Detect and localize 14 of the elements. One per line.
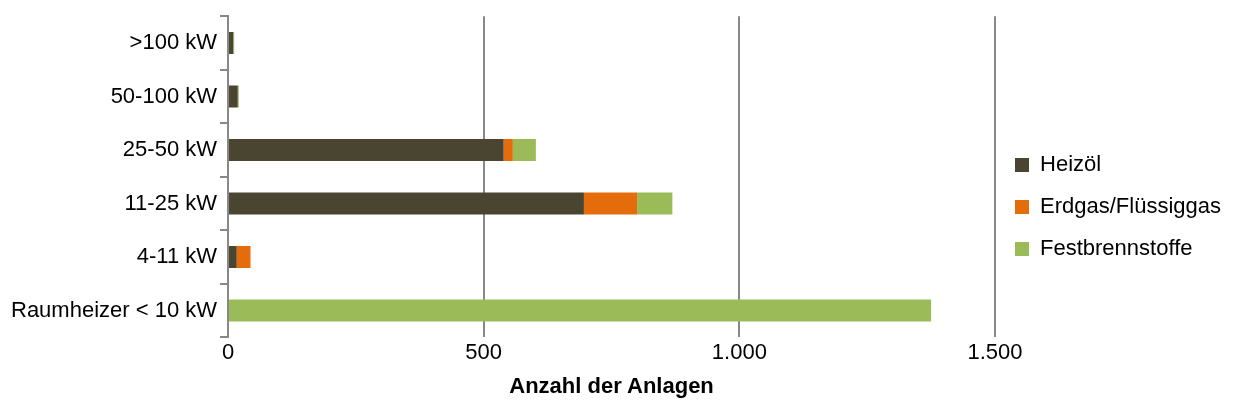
y-tick-label: 4-11 kW: [136, 243, 218, 269]
y-tick-label: >100 kW: [129, 29, 218, 55]
y-tick-label: 50-100 kW: [110, 82, 218, 108]
y-tick-label: 25-50 kW: [122, 136, 218, 162]
y-tick-label: Raumheizer < 10 kW: [10, 296, 218, 322]
legend-label: Erdgas/Flüssiggas: [1040, 193, 1222, 219]
x-tick-label: 0: [221, 339, 235, 365]
y-tick-label: 11-25 kW: [124, 189, 218, 215]
x-tick-label: 1.000: [711, 339, 767, 365]
legend-label: Heizöl: [1040, 151, 1102, 177]
legend-label: Festbrennstoffe: [1040, 235, 1193, 261]
x-axis-title: Anzahl der Anlagen: [509, 372, 714, 398]
x-tick-label: 500: [465, 339, 503, 365]
x-tick-label: 1.500: [967, 339, 1023, 365]
